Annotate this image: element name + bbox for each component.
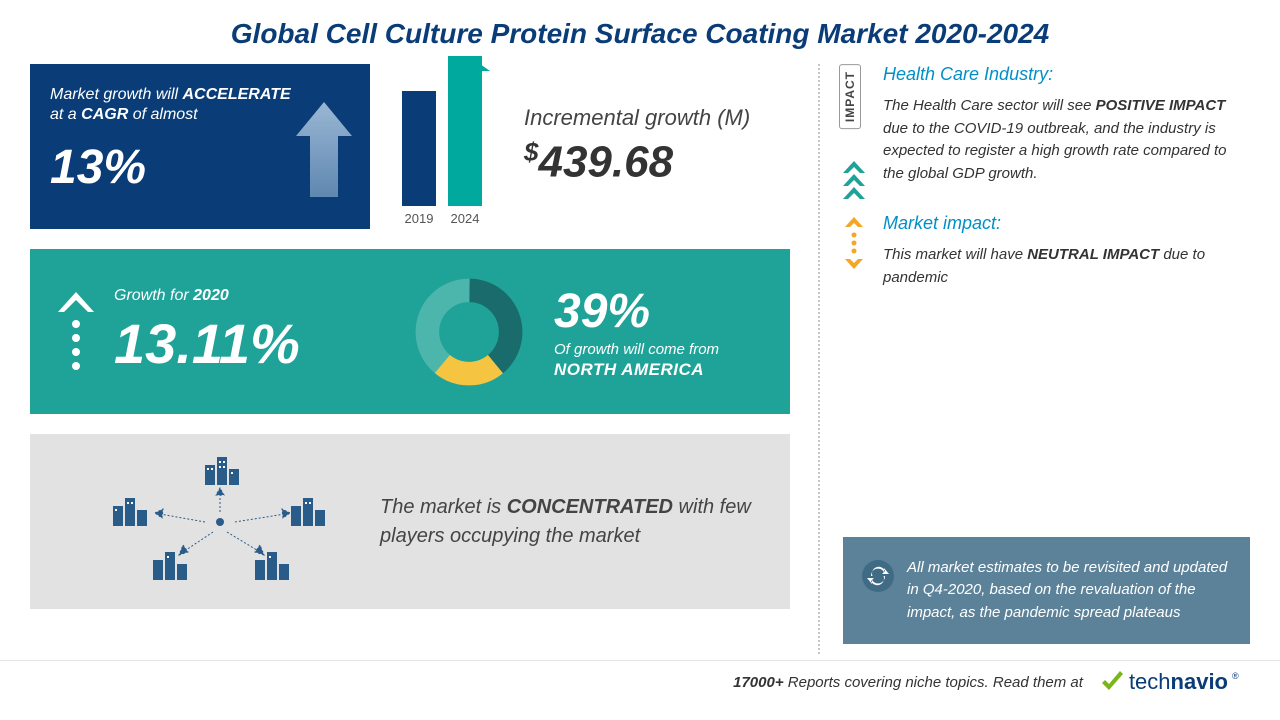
incremental-value: $439.68 bbox=[524, 137, 790, 188]
cagr-bold1: ACCELERATE bbox=[182, 86, 290, 103]
incremental-label: Incremental growth (M) bbox=[524, 105, 790, 131]
main-content: Market growth will ACCELERATE at a CAGR … bbox=[0, 64, 1280, 654]
impact-badge: IMPACT bbox=[839, 64, 861, 129]
infographic-root: Global Cell Culture Protein Surface Coat… bbox=[0, 0, 1280, 720]
row-growth-region: Growth for 2020 13.11% 39% Of growth wil… bbox=[30, 249, 790, 414]
row-concentration: The market is CONCENTRATED with few play… bbox=[30, 434, 790, 609]
triangle-icon bbox=[456, 59, 490, 71]
refresh-icon bbox=[861, 559, 895, 593]
svg-text:®: ® bbox=[1232, 671, 1239, 681]
region-name: NORTH AMERICA bbox=[554, 360, 766, 380]
bar-2024: 2024 bbox=[448, 56, 482, 226]
chevrons-up-teal-icon bbox=[839, 161, 869, 201]
arrow-up-icon bbox=[296, 102, 352, 197]
buildings-network-icon bbox=[60, 452, 380, 592]
region-subtitle: Of growth will come from bbox=[554, 341, 766, 358]
page-title: Global Cell Culture Protein Surface Coat… bbox=[0, 0, 1280, 64]
region-percent: 39% bbox=[554, 284, 766, 339]
neutral-arrows-icon bbox=[839, 217, 869, 269]
note-text: All market estimates to be revisited and… bbox=[907, 559, 1227, 621]
cagr-panel: Market growth will ACCELERATE at a CAGR … bbox=[30, 64, 370, 229]
growth-2020-text: Growth for 2020 13.11% bbox=[114, 287, 300, 376]
chevron-up-dotted-icon bbox=[54, 288, 98, 376]
region-block: 39% Of growth will come from NORTH AMERI… bbox=[544, 284, 766, 380]
left-column: Market growth will ACCELERATE at a CAGR … bbox=[30, 64, 810, 654]
note-panel: All market estimates to be revisited and… bbox=[843, 537, 1250, 645]
cagr-pre: Market growth will bbox=[50, 86, 182, 103]
bar-label-2024: 2024 bbox=[451, 211, 480, 226]
bar-rect-2019 bbox=[402, 91, 436, 206]
hc-impact-body: The Health Care sector will see POSITIVE… bbox=[883, 95, 1250, 185]
donut-chart bbox=[394, 277, 544, 387]
technavio-logo: technavio ® bbox=[1099, 669, 1242, 695]
bar-rect-2024 bbox=[448, 56, 482, 206]
footer-text: 17000+ Reports covering niche topics. Re… bbox=[733, 674, 1083, 691]
mini-bar-chart: 2019 2024 bbox=[382, 64, 502, 229]
incremental-block: Incremental growth (M) $439.68 bbox=[514, 64, 790, 229]
bar-2019: 2019 bbox=[402, 91, 436, 226]
healthcare-impact-section: IMPACT Health Care Industry: The Health … bbox=[843, 64, 1250, 185]
growth-2020-block: Growth for 2020 13.11% bbox=[54, 287, 394, 376]
row-cagr-incremental: Market growth will ACCELERATE at a CAGR … bbox=[30, 64, 790, 229]
bar-label-2019: 2019 bbox=[405, 211, 434, 226]
hc-impact-title: Health Care Industry: bbox=[883, 64, 1250, 85]
vertical-divider bbox=[818, 64, 820, 654]
check-icon bbox=[1099, 669, 1125, 695]
market-impact-section: Market impact: This market will have NEU… bbox=[843, 213, 1250, 289]
concentration-text: The market is CONCENTRATED with few play… bbox=[380, 493, 760, 551]
growth-2020-value: 13.11% bbox=[114, 311, 300, 376]
logo-text: technavio bbox=[1129, 669, 1228, 695]
market-impact-title: Market impact: bbox=[883, 213, 1250, 234]
trademark-icon: ® bbox=[1232, 671, 1242, 681]
footer: 17000+ Reports covering niche topics. Re… bbox=[0, 660, 1280, 695]
right-column: IMPACT Health Care Industry: The Health … bbox=[828, 64, 1250, 654]
market-impact-body: This market will have NEUTRAL IMPACT due… bbox=[883, 244, 1250, 289]
